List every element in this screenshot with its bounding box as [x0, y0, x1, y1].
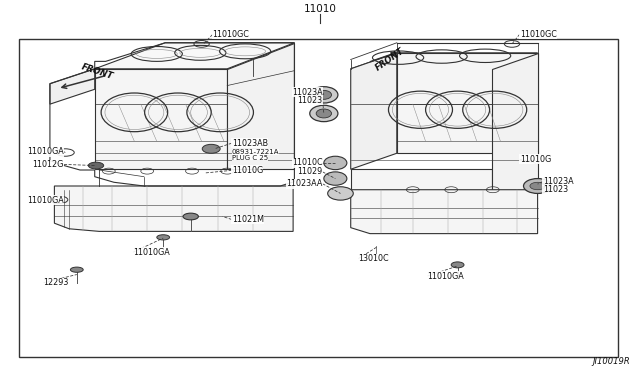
Text: 11023AA: 11023AA — [286, 179, 323, 188]
Ellipse shape — [530, 182, 545, 190]
Polygon shape — [50, 69, 95, 104]
Text: 11010C: 11010C — [292, 158, 323, 167]
Text: 11012G: 11012G — [33, 160, 64, 169]
Text: 11021M: 11021M — [232, 215, 264, 224]
Text: 11010GA: 11010GA — [28, 196, 64, 205]
Ellipse shape — [316, 90, 332, 99]
Text: 08931-7221A: 08931-7221A — [232, 149, 279, 155]
Polygon shape — [351, 169, 492, 190]
Text: 11010GC: 11010GC — [520, 30, 557, 39]
Ellipse shape — [310, 105, 338, 122]
Polygon shape — [227, 43, 294, 169]
Text: 11029: 11029 — [298, 167, 323, 176]
Text: 11023: 11023 — [543, 185, 568, 194]
Ellipse shape — [70, 267, 83, 272]
Text: 11023A: 11023A — [543, 177, 573, 186]
Ellipse shape — [183, 213, 198, 220]
Text: 11010: 11010 — [303, 4, 337, 14]
Polygon shape — [351, 53, 397, 169]
Text: PLUG C 25: PLUG C 25 — [232, 155, 268, 161]
Bar — [19, 39, 618, 357]
Ellipse shape — [328, 187, 353, 200]
Text: 11023: 11023 — [298, 96, 323, 105]
Ellipse shape — [316, 109, 332, 118]
Text: 11010GA: 11010GA — [28, 147, 64, 156]
Text: 11023A: 11023A — [292, 88, 323, 97]
Polygon shape — [95, 43, 294, 69]
Text: 12293: 12293 — [44, 278, 69, 287]
Polygon shape — [54, 186, 293, 231]
Text: 11023AB: 11023AB — [232, 139, 268, 148]
Text: FRONT: FRONT — [374, 46, 406, 73]
Text: 11010G: 11010G — [520, 155, 551, 164]
Text: 11010G: 11010G — [232, 166, 263, 175]
Text: JI10019R: JI10019R — [593, 357, 630, 366]
Ellipse shape — [88, 162, 104, 169]
Text: 11010GC: 11010GC — [212, 30, 250, 39]
Text: FRONT: FRONT — [80, 62, 115, 81]
Polygon shape — [397, 53, 538, 153]
Ellipse shape — [310, 87, 338, 103]
Text: 11010GA: 11010GA — [428, 272, 464, 280]
Polygon shape — [492, 53, 538, 190]
Ellipse shape — [524, 179, 552, 193]
Ellipse shape — [202, 144, 220, 153]
Ellipse shape — [324, 156, 347, 170]
Polygon shape — [351, 53, 538, 69]
Ellipse shape — [324, 172, 347, 185]
Polygon shape — [351, 190, 538, 234]
Ellipse shape — [451, 262, 464, 268]
Text: 11010GA: 11010GA — [133, 248, 170, 257]
Polygon shape — [95, 69, 227, 169]
Text: 13010C: 13010C — [358, 254, 389, 263]
Ellipse shape — [157, 235, 170, 240]
